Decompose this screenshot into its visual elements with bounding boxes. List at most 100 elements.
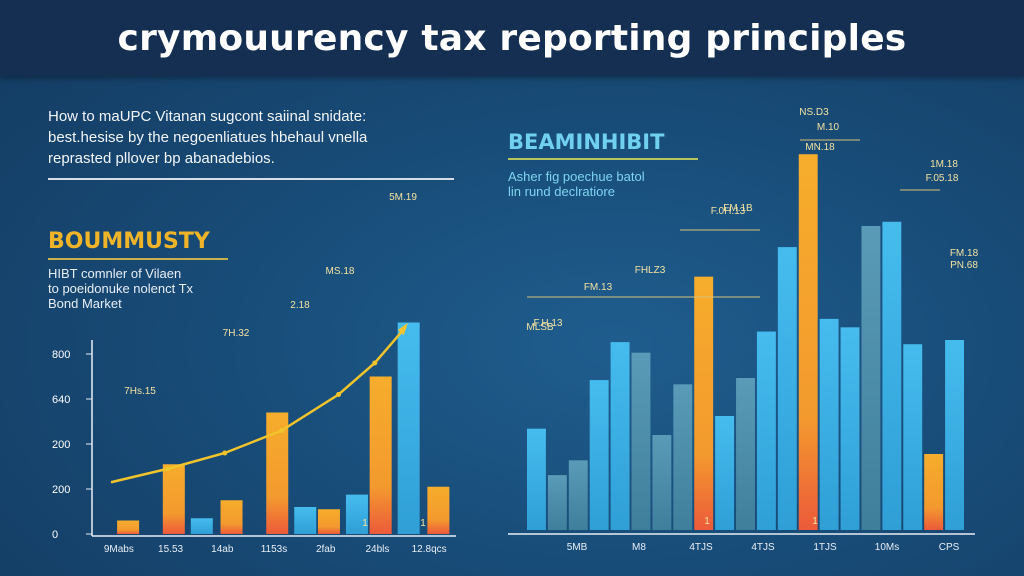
- right-title-underline: [508, 158, 698, 160]
- y-tick-label: 640: [52, 394, 70, 406]
- x-tick-label: 1TJS: [813, 542, 837, 553]
- right-chart-subtitle: Asher fig poechue batol lin rund declrat…: [508, 169, 688, 199]
- trend-point: [222, 450, 228, 456]
- bar-blue: [840, 327, 860, 530]
- right-chart: 5MB M8 4TJS 4TJS 1TJS 10Ms CPS MLSB FM.13 FHLZ3 F.…: [508, 107, 979, 553]
- data-label: F.H.13: [534, 318, 563, 329]
- x-tick-label: M8: [632, 542, 646, 553]
- data-label: PN.68: [950, 260, 978, 271]
- bar-orange: [220, 500, 243, 534]
- trend-point: [336, 392, 342, 397]
- x-tick-label: 24bls: [365, 544, 389, 555]
- bar-orange: [798, 154, 818, 530]
- subtitle-line: lin rund declratiore: [508, 184, 615, 199]
- bar-blue: [819, 318, 839, 530]
- data-label: MS.18: [326, 266, 355, 277]
- bar-teal: [673, 384, 693, 530]
- bar-orange: [266, 412, 289, 534]
- title-bar: crymouurency tax reporting principles: [0, 0, 1024, 76]
- left-chart: 0 200 200 640 800 9Mabs 15.53 14ab 1153s 2fab 24bl…: [52, 192, 456, 555]
- x-tick-label: 2fab: [316, 544, 336, 555]
- x-tick-label: CPS: [939, 542, 960, 553]
- x-tick-label: 5MB: [567, 542, 588, 553]
- left-chart-title: BOUMMUSTY: [48, 229, 210, 254]
- data-label: FM.1B: [723, 203, 753, 214]
- y-tick-label: 200: [52, 439, 70, 451]
- data-label: 7Hs.15: [124, 386, 156, 397]
- bar-teal: [568, 460, 588, 530]
- y-tick-label: 800: [52, 349, 70, 361]
- bar-blue: [903, 344, 923, 530]
- bar-orange: [694, 276, 714, 530]
- intro-line: best.hesise by the negoenliatues hbehaul…: [48, 129, 368, 146]
- trend-point: [372, 360, 378, 366]
- bar-teal: [652, 435, 672, 530]
- bar-tag: 1: [812, 516, 818, 527]
- bar-teal: [631, 352, 651, 530]
- bar-orange: [369, 376, 392, 534]
- x-tick-label: 15.53: [158, 544, 183, 555]
- bar-blue: [397, 322, 420, 534]
- bar-blue: [589, 380, 609, 530]
- data-label: 7H.32: [223, 328, 250, 339]
- bar-orange: [317, 509, 340, 534]
- trend-point: [279, 428, 285, 433]
- trend-point: [165, 466, 171, 472]
- left-chart-subtitle: HIBT comnler of Vilaen to poeidonuke nol…: [48, 266, 248, 311]
- data-label: FM.13: [584, 282, 613, 293]
- data-label: MN.18: [805, 142, 835, 153]
- bar-blue: [610, 342, 630, 530]
- bar-teal: [736, 378, 755, 530]
- x-tick-label: 1153s: [261, 544, 288, 555]
- data-label: 5M.19: [389, 192, 417, 203]
- bar-orange: [117, 520, 140, 534]
- trend-line: [110, 326, 407, 484]
- x-tick-label: 14ab: [211, 544, 234, 555]
- right-chart-title: BEAMINHIBIT: [508, 130, 665, 154]
- subtitle-line: to poeidonuke nolenct Tx: [48, 281, 194, 296]
- x-tick-label: 9Mabs: [104, 544, 134, 555]
- x-tick-label: 4TJS: [751, 542, 775, 553]
- bar-blue: [945, 340, 964, 530]
- y-tick-label: 200: [52, 484, 70, 496]
- data-label: F.0H.13: [711, 206, 746, 217]
- bar-blue: [756, 331, 776, 530]
- x-tick-label: 4TJS: [689, 542, 713, 553]
- bar-tag: 1: [362, 518, 368, 529]
- data-label: M.10: [817, 122, 840, 133]
- bar-tag: 1: [420, 518, 426, 529]
- bar-blue: [715, 416, 735, 530]
- bar-blue: [777, 247, 797, 530]
- bar-blue: [294, 507, 317, 534]
- data-label: 2.18: [290, 300, 310, 311]
- intro-divider: [48, 178, 454, 180]
- left-title-underline: [48, 258, 228, 260]
- x-tick-label: 12.8qcs: [412, 544, 447, 555]
- y-tick-label: 0: [52, 529, 58, 541]
- bar-blue: [527, 428, 546, 530]
- x-tick-label: 10Ms: [875, 542, 899, 553]
- data-label: F.05.18: [926, 173, 959, 184]
- bar-teal: [861, 226, 881, 530]
- subtitle-line: HIBT comnler of Vilaen: [48, 266, 182, 281]
- page-title: crymouurency tax reporting principles: [117, 17, 907, 59]
- data-label: NS.D3: [799, 107, 829, 118]
- bar-blue: [882, 221, 902, 530]
- intro-line: How to maUPC Vitanan sugcont saiinal sni…: [48, 108, 367, 125]
- subtitle-line: Asher fig poechue batol: [508, 169, 645, 184]
- bar-orange: [924, 454, 944, 530]
- bar-orange: [427, 486, 450, 534]
- data-label: 1M.18: [930, 159, 958, 170]
- intro-text: How to maUPC Vitanan sugcont saiinal sni…: [48, 106, 452, 169]
- bar-orange: [162, 464, 185, 534]
- subtitle-line: Bond Market: [48, 296, 122, 311]
- bar-blue: [190, 518, 213, 534]
- trend-arrowhead: [397, 323, 408, 335]
- bar-teal: [547, 475, 567, 530]
- bar-blue: [345, 494, 368, 534]
- data-label: MLSB: [526, 322, 554, 333]
- data-label: FM.18: [950, 248, 979, 259]
- intro-line: reprasted pllover bp abanadebios.: [48, 150, 275, 167]
- data-label: FHLZ3: [635, 265, 666, 276]
